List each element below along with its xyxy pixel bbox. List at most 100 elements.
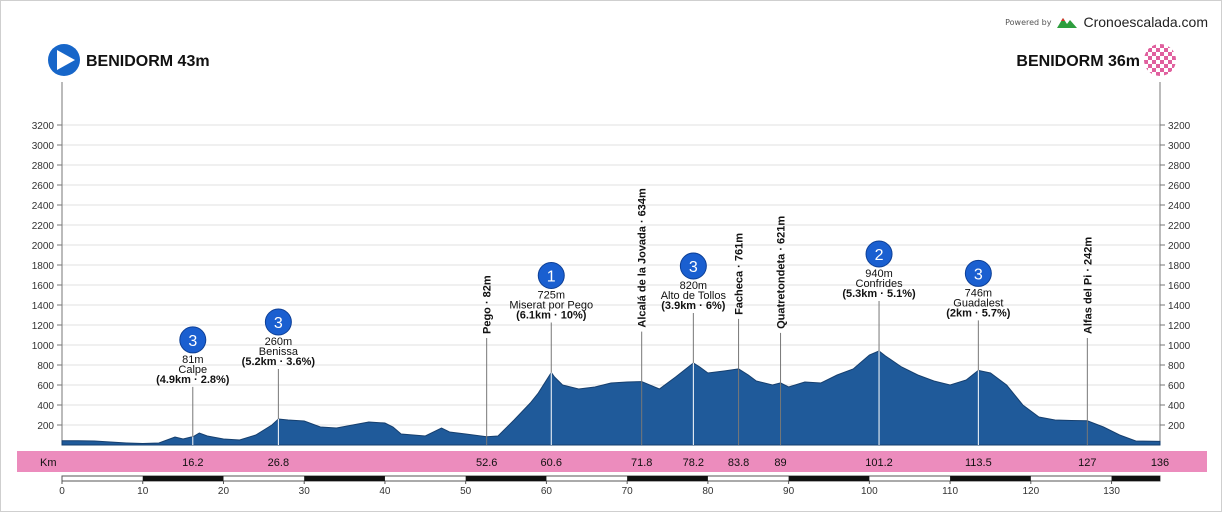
climb-category-badge (964, 259, 992, 287)
checker-cell (1148, 68, 1152, 72)
y-tick-label-right: 600 (1168, 381, 1185, 392)
y-tick-label-right: 1400 (1168, 301, 1191, 312)
checker-cell (1144, 64, 1148, 68)
powered-by-branding[interactable]: Powered by Cronoescalada.com (1005, 14, 1208, 30)
checker-cell (1148, 72, 1152, 76)
point-label: Alfas del Pi · 242m (1082, 237, 1094, 334)
checker-cell (1144, 60, 1148, 64)
checker-cell (1148, 64, 1152, 68)
y-tick-label-left: 400 (37, 401, 54, 412)
marker-lines-layer (192, 301, 1088, 445)
checker-cell (1152, 68, 1156, 72)
finish-flag-icon (1144, 44, 1176, 76)
km-marker: 52.6 (476, 457, 497, 469)
climb-category: 3 (974, 266, 983, 283)
km-markers-layer: 16.2 26.8 52.6 60.6 71.8 78.2 83.8 89 101.2 113.5… (182, 457, 1169, 469)
point-label: Alcalá de la Jovada · 634m (637, 188, 649, 328)
km-band-label: Km (40, 457, 57, 469)
checker-cell (1152, 56, 1156, 60)
checker-cell (1168, 68, 1172, 72)
checker-cell (1172, 68, 1176, 72)
y-tick-label-left: 2600 (32, 181, 55, 192)
scale-segment (788, 476, 870, 481)
y-tick-label-left: 3000 (32, 141, 55, 152)
y-tick-label-right: 800 (1168, 361, 1185, 372)
checker-cell (1160, 60, 1164, 64)
checker-cell (1168, 48, 1172, 52)
start-icon (48, 44, 80, 76)
climb-elevation: 940m (865, 268, 893, 280)
checker-cell (1172, 56, 1176, 60)
y-tick-label-left: 2800 (32, 161, 55, 172)
checker-cell (1144, 56, 1148, 60)
climb-name: Confrides (856, 278, 904, 290)
finish-label: BENIDORM 36m (1016, 53, 1140, 70)
scale-segment (1111, 476, 1160, 481)
y-tick-label-right: 2600 (1168, 181, 1191, 192)
y-tick-label-right: 1000 (1168, 341, 1191, 352)
climb-category: 3 (689, 259, 698, 276)
scale-segment (304, 476, 385, 481)
checker-cell (1144, 68, 1148, 72)
y-tick-label-left: 2400 (32, 201, 55, 212)
checker-cell (1172, 72, 1176, 76)
x-tick-label: 70 (622, 486, 634, 497)
km-marker: 26.8 (268, 457, 289, 469)
y-tick-label-right: 2800 (1168, 161, 1191, 172)
checker-cell (1156, 52, 1160, 56)
climb-stats: (5.3km · 5.1%) (842, 288, 916, 300)
checker-cell (1156, 64, 1160, 68)
y-tick-label-left: 1400 (32, 301, 55, 312)
climb-elevation: 81m (182, 354, 203, 366)
checker-cell (1172, 60, 1176, 64)
checker-cell (1164, 60, 1168, 64)
climb-category-badge (679, 252, 707, 280)
x-tick-label: 60 (541, 486, 553, 497)
scale-segment (465, 476, 547, 481)
climb-elevation: 260m (265, 336, 293, 348)
climb-stats: (6.1km · 10%) (516, 310, 587, 322)
y-tick-label-left: 600 (37, 381, 54, 392)
y-tick-label-right: 1800 (1168, 261, 1191, 272)
y-tick-label-right: 2200 (1168, 221, 1191, 232)
climb-name: Benissa (259, 346, 299, 358)
checker-cell (1160, 56, 1164, 60)
climb-name: Miserat por Pego (509, 300, 593, 312)
checker-cell (1160, 52, 1164, 56)
climb-elevation: 725m (537, 290, 565, 302)
km-marker: 113.5 (965, 457, 992, 469)
checker-cell (1144, 44, 1148, 48)
y-tick-label-left: 1800 (32, 261, 55, 272)
checker-cell (1156, 72, 1160, 76)
checker-cell (1168, 60, 1172, 64)
checker-cell (1152, 72, 1156, 76)
checker-cell (1164, 44, 1168, 48)
point-label: Pego · 82m (482, 275, 494, 334)
checker-cell (1156, 60, 1160, 64)
x-tick-label: 50 (460, 486, 472, 497)
climb-stats: (4.9km · 2.8%) (156, 374, 230, 386)
climb-name: Guadalest (953, 297, 1003, 309)
km-marker: 78.2 (683, 457, 704, 469)
scale-segment (627, 476, 708, 481)
y-tick-label-left: 3200 (32, 121, 55, 132)
km-marker: 16.2 (182, 457, 203, 469)
checker-cell (1164, 72, 1168, 76)
checker-cell (1148, 48, 1152, 52)
y-tick-label-right: 1200 (1168, 321, 1191, 332)
climb-elevation: 746m (965, 287, 993, 299)
checker-cell (1148, 44, 1152, 48)
checker-cell (1172, 48, 1176, 52)
km-marker: 83.8 (728, 457, 749, 469)
climb-category: 1 (547, 269, 556, 286)
x-tick-label: 10 (137, 486, 149, 497)
checker-cell (1172, 64, 1176, 68)
climb-category-badge (179, 326, 207, 354)
y-tick-label-left: 200 (37, 421, 54, 432)
x-tick-label: 40 (379, 486, 391, 497)
checker-cell (1152, 44, 1156, 48)
profile-layer (61, 350, 1161, 446)
powered-by-label: Powered by (1005, 17, 1052, 27)
climb-category: 3 (188, 333, 197, 350)
x-tick-label: 130 (1103, 486, 1120, 497)
